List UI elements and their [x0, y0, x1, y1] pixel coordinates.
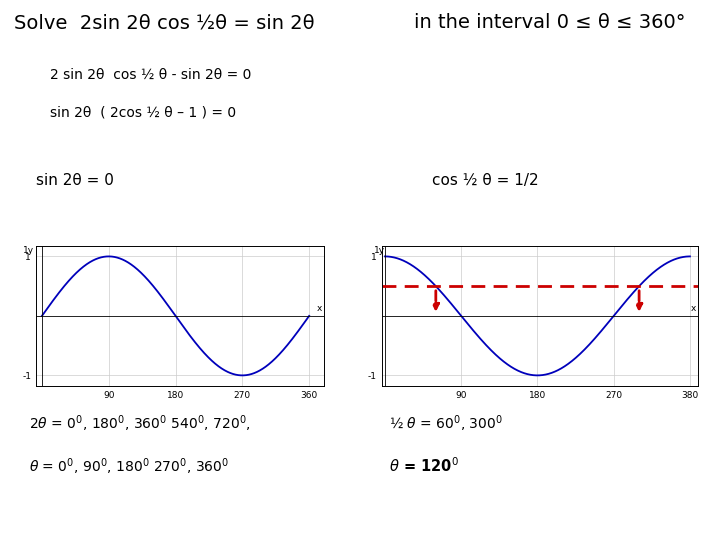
Text: 1y: 1y: [23, 246, 35, 255]
Text: 1y: 1y: [374, 246, 385, 255]
Text: x: x: [317, 304, 323, 313]
Text: in the interval 0 ≤ θ ≤ 360°: in the interval 0 ≤ θ ≤ 360°: [414, 14, 685, 32]
Text: 2 sin 2θ  cos ½ θ - sin 2θ = 0: 2 sin 2θ cos ½ θ - sin 2θ = 0: [50, 68, 252, 82]
Text: Solve  2sin 2θ cos ½θ = sin 2θ: Solve 2sin 2θ cos ½θ = sin 2θ: [14, 14, 315, 32]
Text: ½ $\theta$ = 60$^0$, 300$^0$: ½ $\theta$ = 60$^0$, 300$^0$: [389, 413, 503, 434]
Text: sin 2θ = 0: sin 2θ = 0: [36, 173, 114, 188]
Text: cos ½ θ = 1/2: cos ½ θ = 1/2: [432, 173, 539, 188]
Text: x: x: [691, 304, 696, 313]
Text: sin 2θ  ( 2cos ½ θ – 1 ) = 0: sin 2θ ( 2cos ½ θ – 1 ) = 0: [50, 105, 237, 119]
Text: $\theta$ = 0$^0$, 90$^0$, 180$^0$ 270$^0$, 360$^0$: $\theta$ = 0$^0$, 90$^0$, 180$^0$ 270$^0…: [29, 456, 229, 477]
Text: $\theta$ = 120$^0$: $\theta$ = 120$^0$: [389, 456, 459, 475]
Text: 2$\theta$ = 0$^0$, 180$^0$, 360$^0$ 540$^0$, 720$^0$,: 2$\theta$ = 0$^0$, 180$^0$, 360$^0$ 540$…: [29, 413, 251, 434]
